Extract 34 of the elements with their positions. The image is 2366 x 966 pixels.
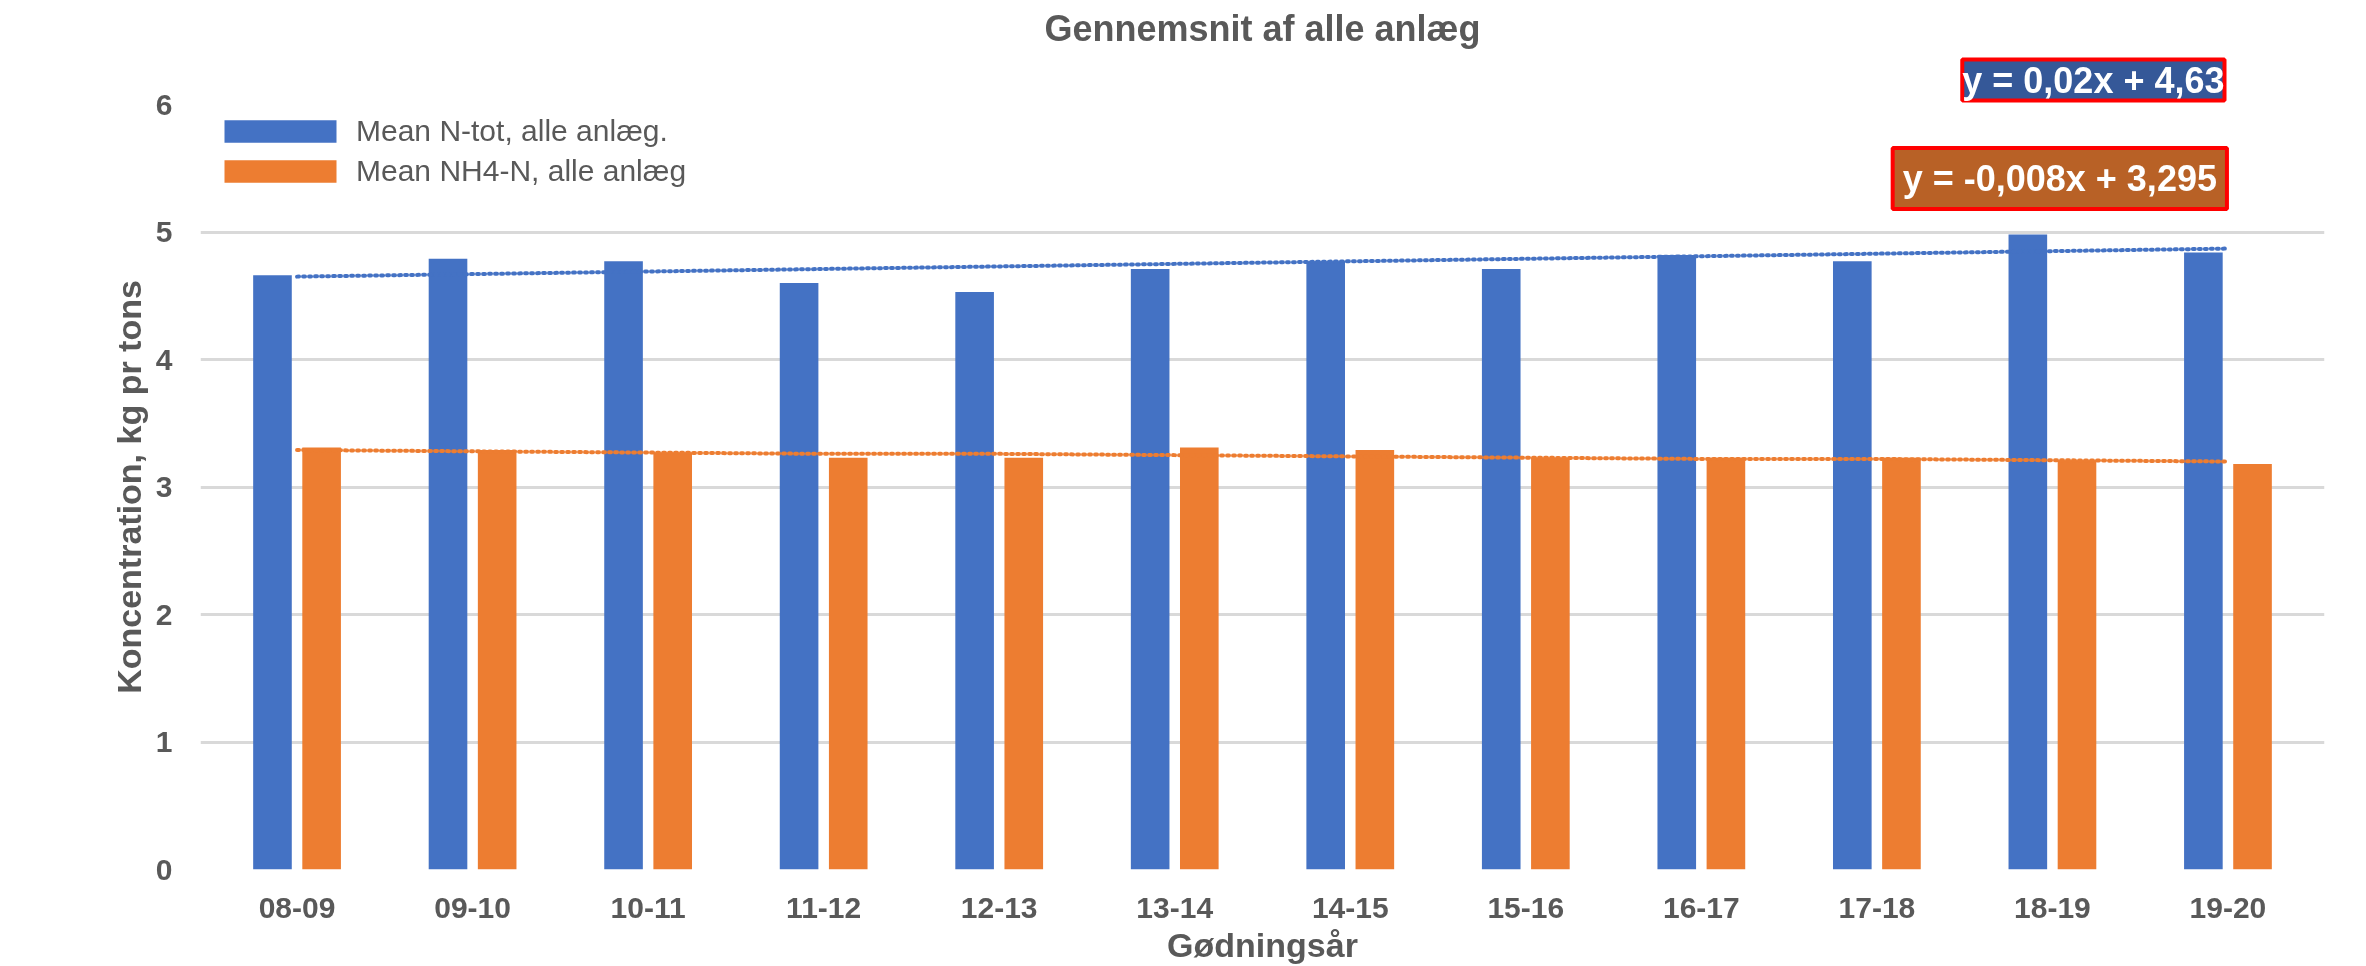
chart-title: Gennemsnit af alle anlæg: [1044, 7, 1481, 49]
x-axis-title: Gødningsår: [1167, 925, 1358, 964]
bar: [1481, 268, 1521, 870]
legend-label: Mean N-tot, alle anlæg.: [356, 114, 668, 148]
annotation: y = -0,008x + 3,295: [1902, 157, 2217, 199]
legend-label: Mean NH4-N, alle anlæg: [356, 154, 687, 188]
y-tick-label: 5: [155, 215, 173, 248]
x-tick-label: 09-10: [434, 890, 511, 924]
bar: [828, 457, 868, 870]
y-tick-label: 1: [155, 725, 173, 758]
bar: [2233, 464, 2272, 870]
bar: [253, 275, 292, 870]
x-tick-label: 13-14: [1136, 890, 1214, 924]
bar: [1833, 261, 1872, 870]
y-tick-label: 3: [155, 470, 173, 503]
bar: [955, 291, 994, 870]
bar: [1130, 268, 1170, 870]
bar: [1004, 457, 1044, 870]
x-tick-label: 15-16: [1487, 890, 1565, 924]
x-tick-label: 10-11: [610, 890, 686, 924]
x-tick-label: 14-15: [1311, 890, 1389, 924]
x-tick-label: 08-09: [258, 890, 336, 924]
x-tick-label: 11-12: [786, 890, 862, 924]
x-tick-label: 17-18: [1838, 890, 1916, 924]
x-tick-label: 16-17: [1662, 890, 1740, 924]
x-tick-label: 18-19: [2014, 890, 2091, 924]
y-axis-title: Koncentration, kg pr tons: [109, 280, 148, 694]
y-tick-label: 4: [155, 342, 173, 376]
x-tick-label: 12-13: [960, 890, 1038, 924]
bar: [779, 283, 819, 870]
y-tick-label: 6: [155, 87, 173, 121]
y-tick-label: 2: [155, 597, 173, 631]
y-tick-label: 0: [155, 852, 173, 886]
x-tick-label: 19-20: [2189, 890, 2267, 924]
